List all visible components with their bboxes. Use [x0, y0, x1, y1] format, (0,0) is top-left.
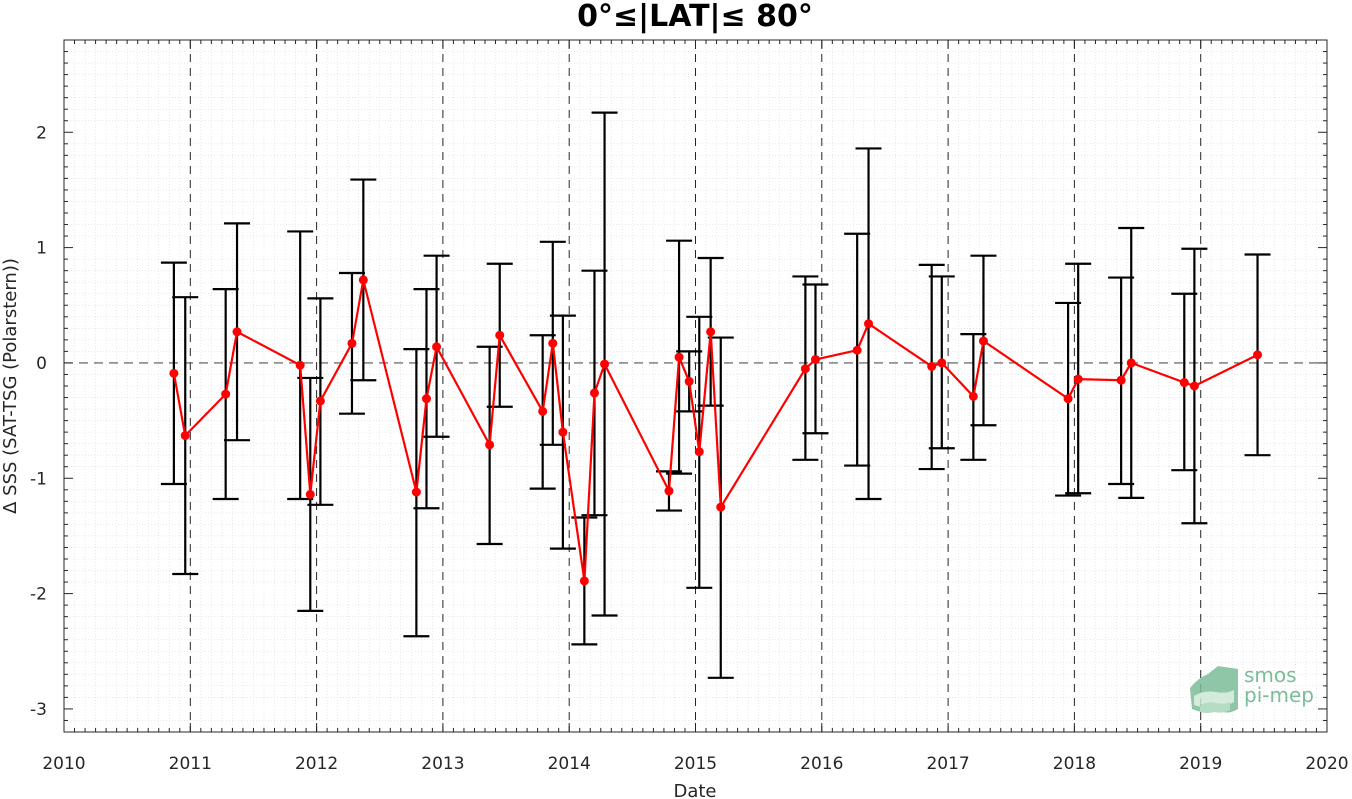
data-point — [485, 440, 495, 450]
data-point — [589, 388, 599, 398]
data-point — [1116, 375, 1126, 385]
data-point — [548, 338, 558, 348]
data-point — [1063, 394, 1073, 404]
data-point — [1073, 374, 1083, 384]
data-point — [495, 330, 505, 340]
data-point — [600, 359, 610, 369]
data-point — [1179, 378, 1189, 388]
data-point — [432, 342, 442, 352]
x-tick-label: 2010 — [42, 754, 85, 774]
data-point — [716, 502, 726, 512]
data-point — [295, 360, 305, 370]
data-point — [852, 345, 862, 355]
y-tick-label: -3 — [30, 700, 47, 720]
data-point — [358, 275, 368, 285]
x-axis-label: Date — [673, 781, 716, 799]
data-point — [684, 376, 694, 386]
data-point — [927, 361, 937, 371]
smos-pi-mep-logo: smos pi-mep — [1190, 663, 1314, 713]
data-point — [664, 486, 674, 496]
data-point — [810, 354, 820, 364]
waves-icon — [1190, 666, 1238, 713]
data-point — [558, 427, 568, 437]
data-point — [706, 327, 716, 337]
x-tick-label: 2016 — [800, 754, 843, 774]
y-tick-label: -2 — [30, 585, 47, 605]
logo-text-smos: smos — [1244, 663, 1297, 687]
logo-text-pi-mep: pi-mep — [1244, 683, 1314, 707]
y-tick-label: -1 — [30, 469, 47, 489]
data-point — [674, 352, 684, 362]
data-point — [169, 368, 179, 378]
x-tick-label: 2020 — [1305, 754, 1348, 774]
x-tick-label: 2014 — [548, 754, 591, 774]
x-tick-label: 2011 — [169, 754, 212, 774]
axis-ticks — [63, 39, 1328, 733]
data-point — [864, 319, 874, 329]
grid — [64, 39, 1327, 733]
data-point — [538, 406, 548, 416]
x-tick-label: 2018 — [1053, 754, 1096, 774]
y-axis-label: Δ SSS (SAT-TSG (Polarstern)) — [0, 258, 21, 514]
tick-labels: 2010 2011 2012 2013 2014 2015 2016 2017 2018 2019… — [30, 123, 1349, 774]
x-tick-label: 2019 — [1179, 754, 1222, 774]
y-tick-label: 1 — [36, 239, 47, 259]
data-point — [579, 576, 589, 586]
data-point — [937, 358, 947, 368]
x-tick-label: 2017 — [926, 754, 969, 774]
x-tick-label: 2015 — [674, 754, 717, 774]
data-point — [411, 487, 421, 497]
x-tick-label: 2013 — [421, 754, 464, 774]
data-point — [1126, 358, 1136, 368]
data-point — [978, 336, 988, 346]
data-point — [221, 389, 231, 399]
data-point — [315, 396, 325, 406]
data-point — [180, 431, 190, 441]
data-point — [347, 338, 357, 348]
data-point — [232, 327, 242, 337]
data-series — [160, 111, 1271, 679]
data-point — [968, 391, 978, 401]
data-point — [1253, 350, 1263, 360]
x-tick-label: 2012 — [295, 754, 338, 774]
data-point — [305, 489, 315, 499]
y-tick-label: 2 — [36, 123, 47, 143]
y-tick-label: 0 — [36, 354, 47, 374]
data-point — [421, 394, 431, 404]
data-point — [1189, 381, 1199, 391]
data-point — [694, 447, 704, 457]
data-point — [800, 364, 810, 374]
chart-title: 0°≤|LAT|≤ 80° — [577, 0, 813, 34]
